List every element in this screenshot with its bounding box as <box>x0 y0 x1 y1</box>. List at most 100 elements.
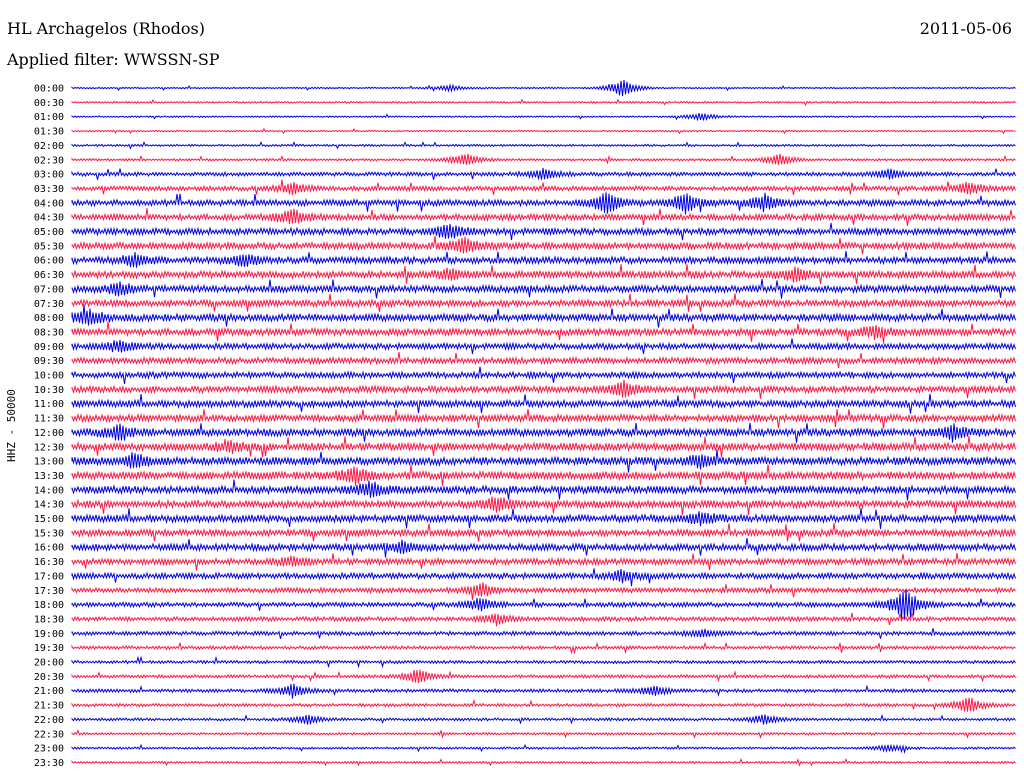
row-time-label: 17:30 <box>34 586 64 597</box>
trace-line <box>71 338 1016 355</box>
row-time-label: 20:30 <box>34 672 64 683</box>
row-time-label: 11:30 <box>34 414 64 425</box>
trace-line <box>71 589 1016 620</box>
trace-line <box>71 507 1016 529</box>
filter-label: Applied filter: WWSSN-SP <box>7 50 220 69</box>
row-time-label: 18:30 <box>34 614 64 625</box>
row-time-label: 10:00 <box>34 371 64 382</box>
trace-group <box>71 80 1016 767</box>
trace-line <box>71 222 1016 241</box>
trace-line <box>71 479 1016 501</box>
row-time-label: 13:30 <box>34 471 64 482</box>
row-time-label: 22:30 <box>34 729 64 740</box>
row-time-label: 01:00 <box>34 112 64 123</box>
trace-line <box>71 641 1016 655</box>
row-time-label: 05:30 <box>34 241 64 252</box>
trace-line <box>71 208 1016 226</box>
row-time-label: 08:30 <box>34 327 64 338</box>
trace-line <box>71 628 1016 640</box>
trace-line <box>71 449 1016 473</box>
trace-line <box>71 683 1016 699</box>
row-time-label: 15:30 <box>34 528 64 539</box>
trace-line <box>71 192 1016 215</box>
row-time-label: 21:30 <box>34 701 64 712</box>
trace-line <box>71 655 1016 669</box>
station-title: HL Archagelos (Rhodos) <box>7 19 205 38</box>
row-time-label: 23:30 <box>34 758 64 769</box>
row-time-label: 15:00 <box>34 514 64 525</box>
row-time-label: 03:30 <box>34 184 64 195</box>
row-time-label: 18:00 <box>34 600 64 611</box>
trace-line <box>71 409 1016 429</box>
trace-line <box>71 435 1016 458</box>
row-time-label: 20:00 <box>34 658 64 669</box>
trace-line <box>71 351 1016 368</box>
trace-line <box>71 293 1016 312</box>
trace-line <box>71 278 1016 299</box>
row-time-label: 22:00 <box>34 715 64 726</box>
row-time-label: 21:00 <box>34 686 64 697</box>
trace-line <box>71 552 1016 571</box>
trace-line <box>71 304 1016 328</box>
trace-line <box>71 366 1016 384</box>
row-time-label: 12:00 <box>34 428 64 439</box>
trace-line <box>71 167 1016 180</box>
row-time-label: 19:00 <box>34 629 64 640</box>
trace-line <box>71 422 1016 443</box>
trace-line <box>71 713 1016 725</box>
trace-line <box>71 758 1016 767</box>
row-time-label: 03:00 <box>34 170 64 181</box>
trace-line <box>71 321 1016 344</box>
row-time-label: 09:30 <box>34 356 64 367</box>
row-time-label: 04:30 <box>34 213 64 224</box>
trace-line <box>71 538 1016 558</box>
row-time-label: 11:00 <box>34 399 64 410</box>
row-time-label: 08:00 <box>34 313 64 324</box>
trace-line <box>71 98 1016 107</box>
trace-line <box>71 393 1016 414</box>
trace-line <box>71 743 1016 754</box>
row-time-label: 02:30 <box>34 155 64 166</box>
trace-line <box>71 80 1016 97</box>
row-time-label: 14:00 <box>34 485 64 496</box>
trace-line <box>71 729 1016 739</box>
trace-line <box>71 153 1016 165</box>
trace-line <box>71 612 1016 627</box>
trace-line <box>71 127 1016 135</box>
row-time-label: 02:00 <box>34 141 64 152</box>
row-time-label: 09:00 <box>34 342 64 353</box>
row-time-label: 04:00 <box>34 198 64 209</box>
trace-line <box>71 379 1016 399</box>
row-time-label: 13:00 <box>34 457 64 468</box>
trace-line <box>71 496 1016 515</box>
row-time-label: 00:00 <box>34 84 64 95</box>
row-time-label: 07:30 <box>34 299 64 310</box>
row-time-label: 06:30 <box>34 270 64 281</box>
date-label: 2011-05-06 <box>919 19 1012 38</box>
row-time-label: 01:30 <box>34 127 64 138</box>
row-time-label: 16:00 <box>34 543 64 554</box>
row-time-label: 19:30 <box>34 643 64 654</box>
row-time-label: 06:00 <box>34 256 64 267</box>
trace-line <box>71 235 1016 255</box>
trace-line <box>71 523 1016 542</box>
y-axis-label: HHZ - 50000 <box>5 389 18 462</box>
trace-line <box>71 112 1016 122</box>
trace-line <box>71 669 1016 684</box>
row-time-label: 05:00 <box>34 227 64 238</box>
trace-line <box>71 464 1016 487</box>
row-time-label: 10:30 <box>34 385 64 396</box>
trace-line <box>71 179 1016 196</box>
trace-line <box>71 141 1016 150</box>
row-time-label: 07:00 <box>34 284 64 295</box>
row-time-label: 16:30 <box>34 557 64 568</box>
row-time-label: 17:00 <box>34 571 64 582</box>
row-label-group: 00:00 00:30 01:00 01:30 02:00 02:30 03:00 03:30… <box>34 84 64 769</box>
trace-line <box>71 250 1016 268</box>
trace-line <box>71 582 1016 600</box>
row-time-label: 14:30 <box>34 500 64 511</box>
row-time-label: 12:30 <box>34 442 64 453</box>
row-time-label: 00:30 <box>34 98 64 109</box>
trace-line <box>71 568 1016 587</box>
